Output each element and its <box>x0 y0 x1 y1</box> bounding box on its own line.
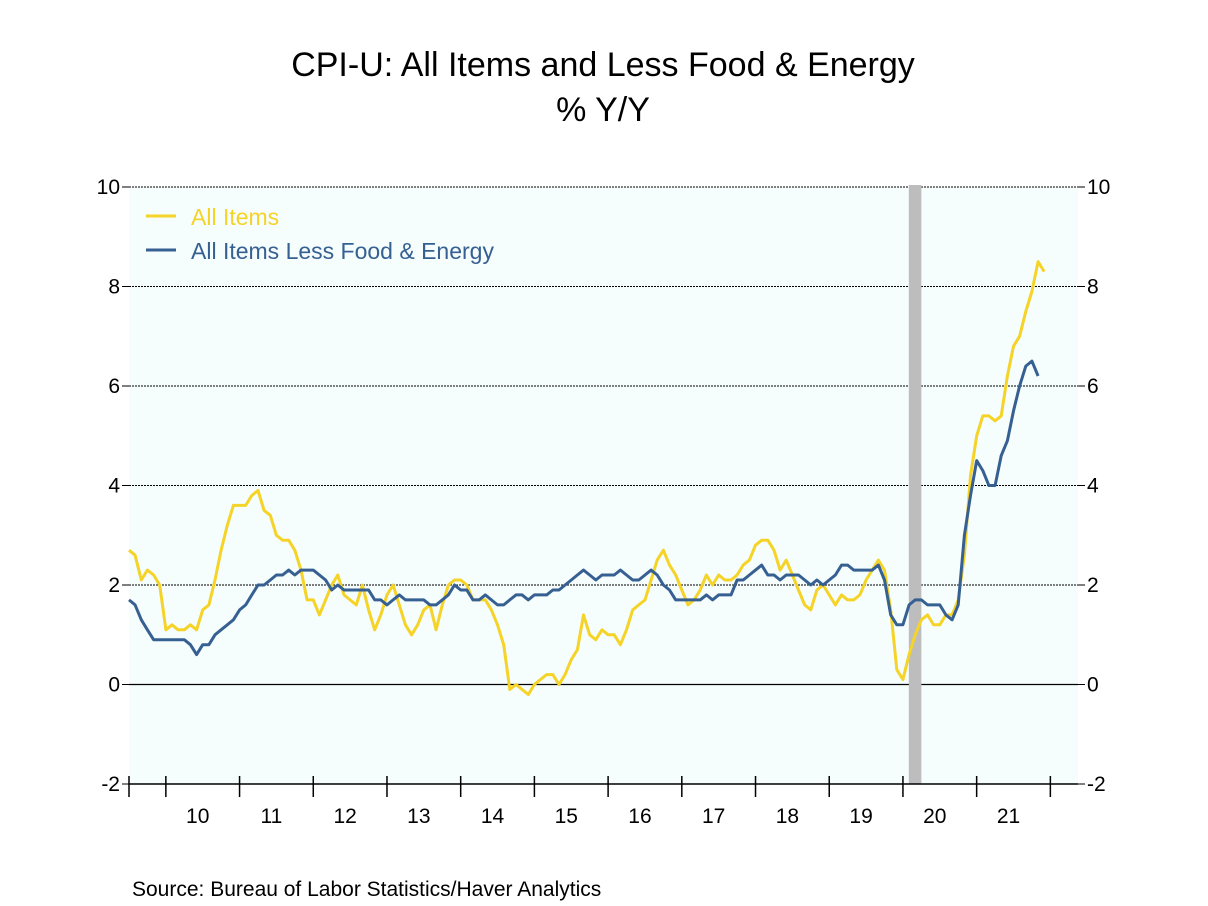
x-tick-label-10: 10 <box>186 805 209 828</box>
x-tick-label-14: 14 <box>481 805 505 828</box>
y-tick-right-2: 2 <box>1087 574 1099 597</box>
legend-label-all-items: All Items <box>191 204 279 230</box>
x-tick-label-19: 19 <box>849 805 872 828</box>
y-tick-left-0: 0 <box>108 674 120 697</box>
x-axis: 10 11 12 13 14 15 16 17 18 19 20 21 <box>128 776 1078 828</box>
legend-label-core: All Items Less Food & Energy <box>191 238 494 264</box>
y-tick-right-8: 8 <box>1087 276 1099 299</box>
x-tick-label-12: 12 <box>333 805 356 828</box>
series-line-all-items <box>128 260 1046 696</box>
y-tick-left-6: 6 <box>108 375 120 398</box>
x-tick-label-11: 11 <box>261 805 283 828</box>
chart-title: CPI-U: All Items and Less Food & Energy <box>291 46 915 84</box>
y-tick-right--2: -2 <box>1087 773 1106 796</box>
y-tick-left-2: 2 <box>108 574 120 597</box>
y-tick-left-8: 8 <box>108 276 120 299</box>
legend: All Items All Items Less Food & Energy <box>146 204 494 264</box>
x-tick-label-18: 18 <box>776 805 799 828</box>
y-tick-left-4: 4 <box>108 475 120 498</box>
x-tick-label-20: 20 <box>923 805 946 828</box>
series-line-core <box>128 359 1040 657</box>
x-tick-label-21: 21 <box>997 805 1020 828</box>
y-tick-right-6: 6 <box>1087 375 1099 398</box>
source-note: Source: Bureau of Labor Statistics/Haver… <box>132 878 601 901</box>
y-tick-left--2: -2 <box>101 773 120 796</box>
chart-subtitle: % Y/Y <box>556 91 650 129</box>
y-axis-left: -2 0 2 4 6 8 10 <box>97 176 129 796</box>
y-tick-right-4: 4 <box>1087 475 1099 498</box>
y-tick-right-0: 0 <box>1087 674 1099 697</box>
x-tick-label-13: 13 <box>407 805 430 828</box>
y-axis-right: -2 0 2 4 6 8 10 <box>1078 176 1110 796</box>
y-tick-left-10: 10 <box>97 176 120 199</box>
x-tick-label-16: 16 <box>628 805 651 828</box>
x-tick-label-17: 17 <box>702 805 725 828</box>
recession-band <box>908 185 922 784</box>
x-tick-label-15: 15 <box>555 805 578 828</box>
y-tick-right-10: 10 <box>1087 176 1110 199</box>
